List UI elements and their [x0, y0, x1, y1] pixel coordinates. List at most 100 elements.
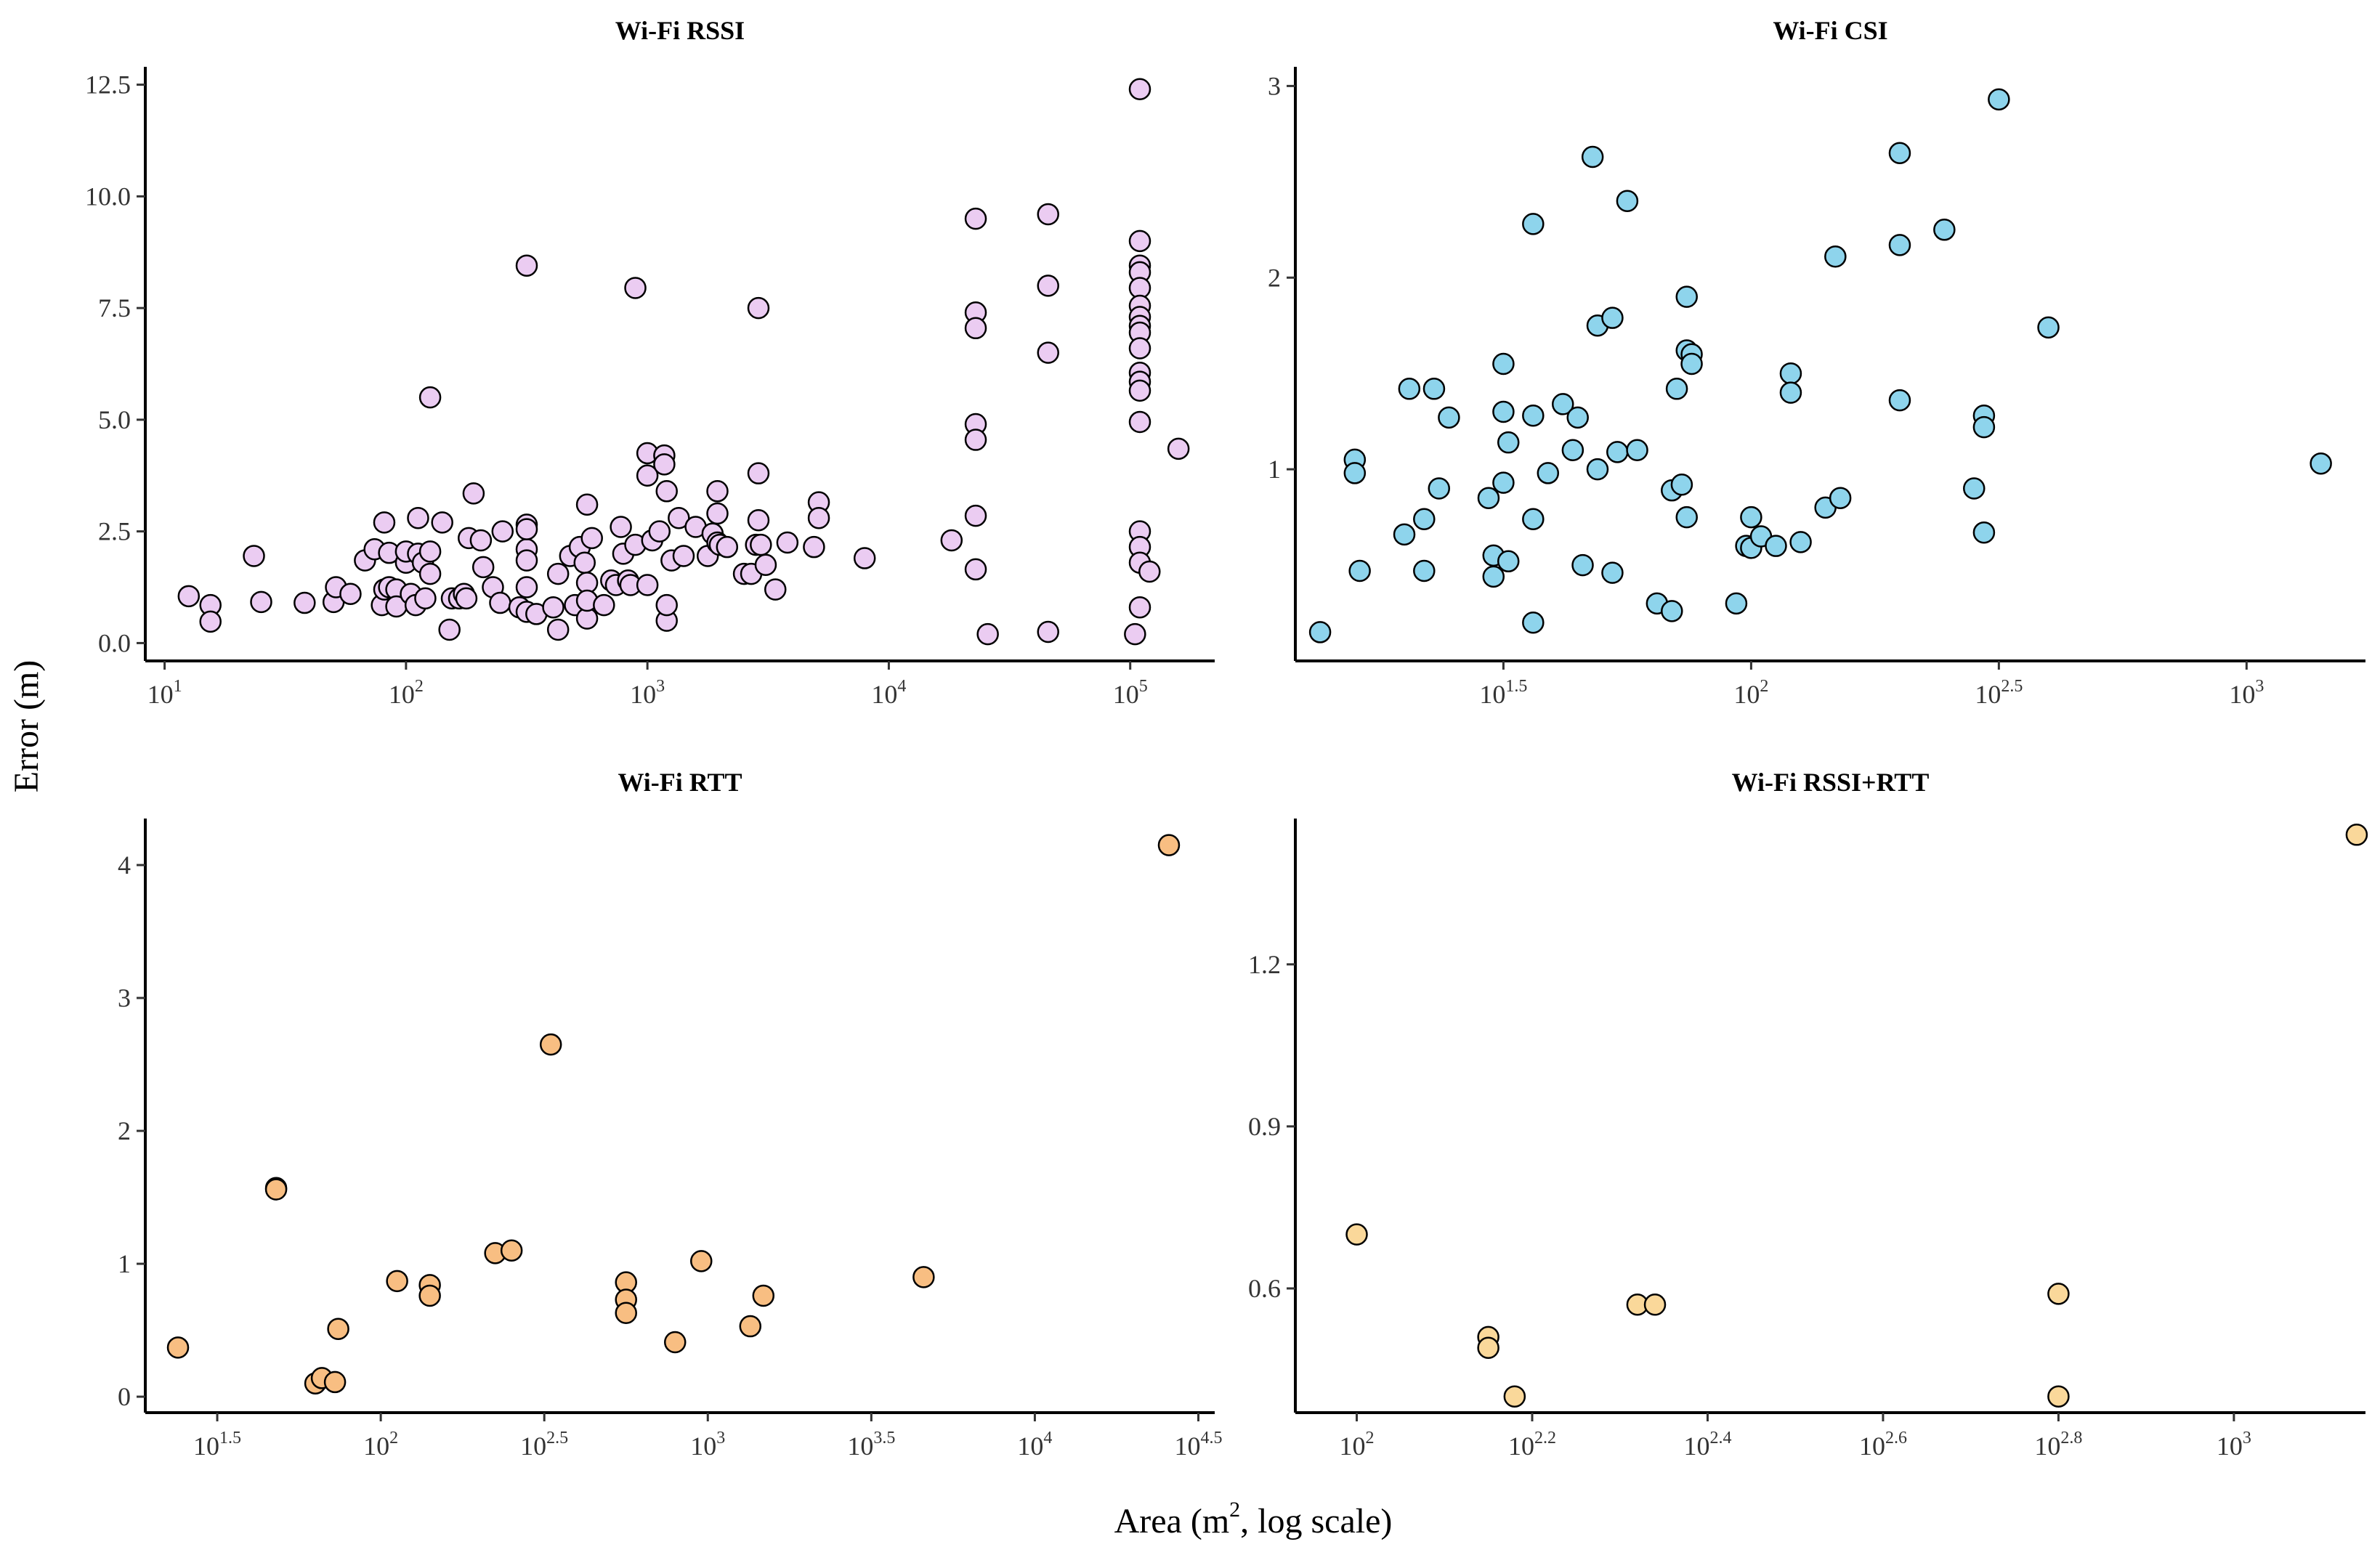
data-point-wi-fi-csi — [1740, 506, 1762, 529]
data-point-wi-fi-csi — [1537, 462, 1560, 484]
data-point-wi-fi-csi — [1988, 88, 2010, 111]
data-point-wi-fi-rssi — [546, 618, 570, 641]
data-point-wi-fi-rssi — [294, 591, 316, 614]
y-tick-label: 3 — [1268, 71, 1281, 100]
data-point-wi-fi-csi — [1779, 362, 1802, 385]
data-point-wi-fi-csi — [1824, 245, 1847, 268]
data-point-wi-fi-rssi — [964, 207, 987, 230]
data-point-wi-fi-rssi — [964, 317, 987, 340]
data-point-wi-fi-rssi — [754, 553, 777, 577]
data-point-wi-fi-rssi — [636, 574, 659, 596]
data-point-wi-fi-rssi — [1128, 230, 1151, 253]
data-point-wi-fi-csi — [1348, 559, 1371, 582]
data-point-wi-fi-csi — [1725, 592, 1748, 615]
data-point-wi-fi-csi — [1680, 352, 1703, 375]
data-point-wi-fi-rssi — [418, 562, 442, 585]
data-point-wi-fi-rssi — [546, 562, 570, 585]
y-tick-label: 1 — [1268, 455, 1281, 484]
data-point-wi-fi-rssi-rtt — [1643, 1294, 1667, 1316]
data-point-wi-fi-rssi — [653, 453, 676, 476]
data-point-wi-fi-csi — [1422, 378, 1446, 400]
data-point-wi-fi-csi — [1933, 219, 1956, 241]
data-point-wi-fi-csi — [1482, 565, 1505, 588]
data-point-wi-fi-rssi — [573, 551, 596, 574]
y-tick-label: 1.2 — [1248, 950, 1281, 979]
data-point-wi-fi-rssi — [672, 545, 695, 567]
data-point-wi-fi-rssi-rtt — [1345, 1223, 1368, 1246]
data-point-wi-fi-rssi-rtt — [1477, 1336, 1499, 1360]
y-tick-label: 10.0 — [85, 182, 131, 211]
data-point-wi-fi-rssi — [706, 502, 729, 525]
data-point-wi-fi-rtt — [327, 1318, 349, 1340]
panel-wi-fi-rssi: Wi-Fi RSSI 0.0 2.5 5.0 7.5 10.0 12.5 101 102 103 1… — [85, 16, 1215, 709]
data-point-wi-fi-rssi — [807, 506, 830, 529]
data-point-wi-fi-csi — [1888, 234, 1911, 256]
data-point-wi-fi-rssi — [515, 576, 538, 598]
data-point-wi-fi-rtt — [539, 1033, 562, 1056]
data-point-wi-fi-csi — [1765, 535, 1787, 557]
data-point-wi-fi-rssi — [575, 493, 599, 516]
y-axis-title: Error (m) — [7, 660, 46, 793]
panel-wi-fi-csi: Wi-Fi CSI 1 2 3 101.5 102 102.5 103 — [1268, 16, 2365, 709]
data-point-wi-fi-csi — [1413, 559, 1436, 582]
x-axis-title: Area (m2, log scale) — [1114, 1498, 1393, 1540]
x-tick-label: 104.5 — [1174, 1429, 1222, 1461]
x-tick-label: 103 — [690, 1429, 725, 1461]
x-tick-label: 103 — [630, 677, 665, 709]
data-point-wi-fi-rssi — [1037, 620, 1059, 643]
x-tick-label: 104 — [1017, 1429, 1052, 1461]
data-point-wi-fi-csi — [2037, 316, 2060, 339]
data-point-wi-fi-csi — [1675, 506, 1698, 529]
y-tick-label: 0.6 — [1248, 1274, 1281, 1303]
x-axis-title-sup: 2 — [1229, 1498, 1240, 1522]
x-tick-label: 101.5 — [1479, 677, 1527, 709]
data-point-wi-fi-rssi — [373, 511, 396, 534]
x-tick-label: 102.5 — [520, 1429, 568, 1461]
data-point-wi-fi-rssi — [964, 429, 987, 451]
data-point-wi-fi-rssi — [438, 618, 461, 641]
data-point-wi-fi-csi — [1972, 415, 1996, 439]
data-point-wi-fi-csi — [1972, 521, 1996, 544]
data-point-wi-fi-rtt — [166, 1336, 190, 1359]
data-point-wi-fi-rssi — [1128, 596, 1151, 619]
data-point-wi-fi-rssi — [976, 622, 999, 646]
data-point-wi-fi-csi — [1561, 439, 1584, 461]
data-point-wi-fi-csi — [1581, 145, 1604, 169]
data-point-wi-fi-csi — [1492, 400, 1515, 423]
data-point-wi-fi-rssi — [853, 547, 876, 569]
data-point-wi-fi-csi — [1552, 393, 1574, 415]
x-tick-label: 102.4 — [1683, 1429, 1731, 1461]
x-tick-label: 102 — [389, 677, 424, 709]
data-point-wi-fi-csi — [1413, 508, 1436, 530]
x-tick-label: 103 — [2229, 677, 2264, 709]
x-axis-title-tail: , log scale) — [1240, 1502, 1392, 1540]
data-point-wi-fi-rssi — [1167, 437, 1190, 460]
data-point-wi-fi-csi — [1626, 439, 1648, 461]
data-point-wi-fi-rtt — [323, 1371, 347, 1394]
data-point-wi-fi-csi — [1571, 553, 1594, 577]
data-point-wi-fi-rssi — [776, 531, 799, 554]
data-point-wi-fi-rtt — [912, 1266, 935, 1288]
data-point-wi-fi-csi — [1477, 487, 1500, 509]
data-point-wi-fi-csi — [1601, 561, 1624, 584]
data-point-wi-fi-rssi-rtt — [1503, 1385, 1526, 1408]
data-point-wi-fi-rssi — [431, 511, 453, 534]
data-point-wi-fi-csi — [1586, 458, 1609, 481]
data-point-wi-fi-rssi — [668, 506, 690, 529]
data-point-wi-fi-rssi — [706, 480, 729, 503]
y-tick-label: 0.0 — [98, 628, 131, 657]
y-tick-label: 3 — [118, 983, 131, 1012]
data-point-wi-fi-rssi — [491, 520, 514, 543]
data-point-wi-fi-rssi — [1128, 379, 1151, 402]
data-point-wi-fi-csi — [1661, 600, 1683, 622]
data-point-wi-fi-csi — [1963, 477, 1986, 500]
data-point-wi-fi-rssi — [414, 587, 437, 610]
data-point-wi-fi-rssi — [747, 509, 770, 532]
data-point-wi-fi-csi — [1888, 142, 1911, 164]
x-tick-label: 102.8 — [2034, 1429, 2082, 1461]
data-point-wi-fi-rssi — [716, 535, 739, 559]
data-point-wi-fi-rssi — [418, 540, 442, 563]
data-point-wi-fi-rtt — [615, 1302, 637, 1325]
